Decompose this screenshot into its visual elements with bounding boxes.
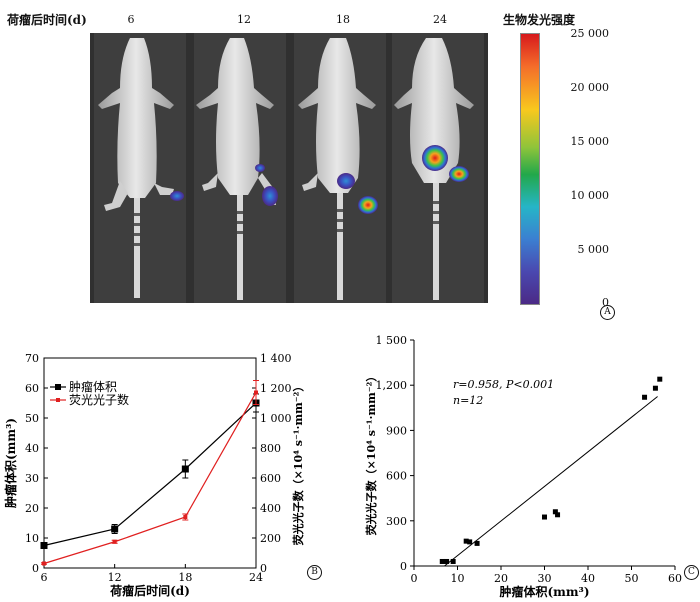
x-tick-label: 40 [581,572,595,585]
x-tick-label: 10 [451,572,465,585]
x-tick-label: 50 [625,572,639,585]
y-left-tick-label: 0 [32,562,39,575]
y-left-tick-label: 40 [25,442,39,455]
legend-label: 荧光光子数 [69,392,129,407]
y-right-tick-label: 600 [260,472,281,485]
y-tick-label: 1 500 [376,334,408,347]
y-tick-label: 300 [386,515,407,528]
x-axis-label: 荷瘤后时间(d) [109,583,190,598]
colorbar-tick: 15 000 [570,135,610,148]
y-right-tick-label: 1 200 [260,382,292,395]
stat-annotation: r=0.958, P<0.001 [453,378,554,391]
y-tick-label: 0 [400,560,407,573]
data-point [657,376,663,382]
mouse-day6 [98,38,184,298]
data-point [652,385,658,391]
y-right-axis-label: 荧光光子数（×10⁴ s⁻¹·mm⁻²） [291,381,305,546]
x-tick-label: 24 [249,571,263,584]
plot-frame [43,357,257,569]
day-label-24: 24 [433,13,447,26]
y-left-axis-label: 肿瘤体积(mm³) [3,418,18,508]
y-left-tick-label: 30 [25,472,39,485]
y-axis-label: 荧光光子数（×10⁴ s⁻¹·mm⁻²） [364,371,378,536]
data-point [552,509,558,515]
panel-b-label: B [307,565,322,580]
bioluminescence-image [90,33,488,303]
mouse-day18 [298,38,378,300]
day-label-6: 6 [127,13,135,26]
data-point [254,390,258,395]
y-left-tick-label: 70 [25,352,39,365]
x-tick-label: 0 [411,572,418,585]
colorbar-tick: 5 000 [577,243,610,256]
fit-line [444,396,658,567]
data-point [183,515,188,519]
panel-c-label: C [684,565,699,580]
x-tick-label: 30 [538,572,552,585]
chart-b-marks [40,380,260,566]
legend-label: 肿瘤体积 [69,379,117,394]
colorbar [520,33,540,305]
y-right-tick-label: 400 [260,502,281,515]
y-right-tick-label: 1 400 [260,352,292,365]
legend-marker [55,384,61,390]
colorbar-tick: 0 [602,296,609,309]
day-label-18: 18 [336,13,350,26]
panel-a-label: A [600,305,615,320]
data-point [112,539,117,544]
y-right-tick-label: 1 000 [260,412,292,425]
mice-illustration [90,33,488,303]
series-line [43,402,257,547]
data-point [555,512,561,518]
colorbar-tick: 10 000 [570,189,610,202]
x-tick-label: 18 [178,571,192,584]
data-point [111,525,119,533]
data-point [463,538,469,544]
y-tick-label: 900 [386,424,407,437]
x-axis-label: 肿瘤体积(mm³) [499,584,589,599]
chart-c-marks [439,376,663,567]
y-left-tick-label: 20 [25,502,39,515]
data-point [474,540,480,546]
legend-marker [56,398,60,402]
x-tick-label: 12 [108,571,122,584]
y-right-tick-label: 0 [260,562,267,575]
time-header: 荷瘤后时间(d) [7,13,87,27]
x-tick-label: 60 [668,572,682,585]
data-point [542,514,547,520]
data-point [467,539,473,545]
day-label-12: 12 [237,13,251,26]
colorbar-tick: 20 000 [570,81,610,94]
data-point [439,558,445,564]
sample-size-annotation: n=12 [453,394,483,407]
x-tick-label: 20 [494,572,508,585]
data-point [42,561,46,566]
y-left-tick-label: 10 [25,532,39,545]
data-point [40,542,48,549]
mouse-day12 [196,38,278,300]
x-tick-label: 6 [41,571,48,584]
data-point [450,558,456,564]
y-right-tick-label: 800 [260,442,281,455]
mouse-day24 [394,38,474,300]
y-left-tick-label: 60 [25,382,39,395]
series-line [43,392,257,565]
colorbar-tick: 25 000 [570,27,610,40]
data-point [181,465,189,473]
y-left-tick-label: 50 [25,412,39,425]
data-point [444,558,450,564]
y-right-tick-label: 200 [260,532,281,545]
colorbar-title: 生物发光强度 [503,13,576,27]
y-tick-label: 1,200 [376,379,408,392]
y-tick-label: 600 [386,470,407,483]
data-point [642,394,648,400]
